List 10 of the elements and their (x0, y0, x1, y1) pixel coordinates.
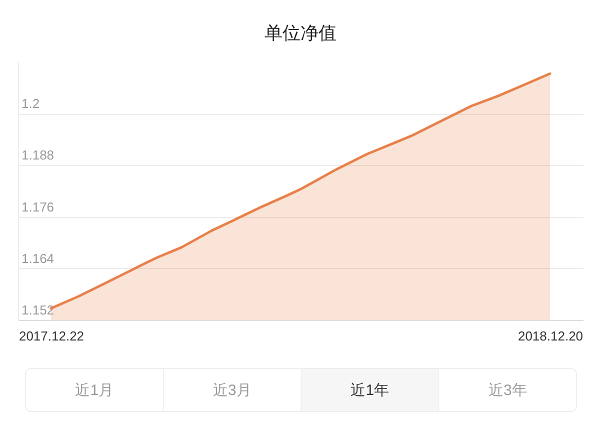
y-tick-label: 1.176 (22, 199, 54, 214)
x-tick-label: 2018.12.20 (518, 328, 584, 344)
range-tab[interactable]: 近1年 (300, 369, 438, 411)
range-tab[interactable]: 近3年 (438, 369, 576, 411)
y-tick-label: 1.2 (22, 96, 40, 112)
y-tick-label: 1.164 (22, 250, 54, 266)
chart-title: 单位净值 (264, 23, 336, 43)
y-tick-label: 1.152 (22, 302, 54, 318)
y-tick-label: 1.188 (22, 148, 54, 163)
x-tick-label: 2017.12.22 (18, 328, 84, 344)
